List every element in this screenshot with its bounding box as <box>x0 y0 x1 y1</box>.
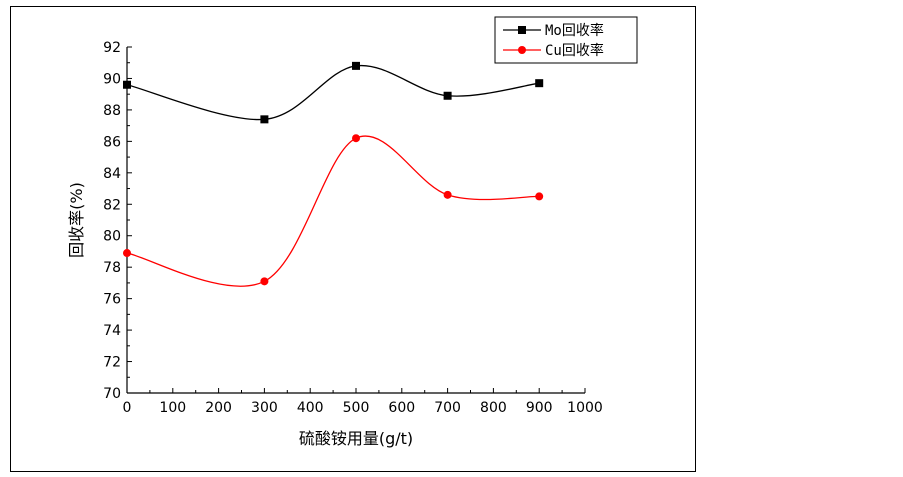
data-point <box>352 134 360 143</box>
data-point <box>535 192 544 201</box>
y-tick-label: 70 <box>103 386 121 402</box>
y-tick-label: 92 <box>103 40 121 56</box>
x-tick-label: 900 <box>526 400 553 416</box>
x-ticks: 0 100 200 300 400 500 600 700 800 900 1000 <box>123 388 603 416</box>
y-ticks: 70 72 74 76 78 80 82 84 86 88 90 92 <box>103 40 132 402</box>
x-tick-label: 800 <box>480 400 507 416</box>
x-tick-label: 400 <box>297 400 324 416</box>
legend-label: Mo回收率 <box>545 22 604 39</box>
data-point <box>535 79 544 88</box>
y-tick-label: 72 <box>103 355 121 371</box>
data-point <box>443 91 452 100</box>
legend-box <box>494 16 638 64</box>
x-tick-label: 700 <box>434 400 461 416</box>
plot-area: 0 100 200 300 400 500 600 700 800 900 1000 7072747… <box>103 40 603 416</box>
y-axis-title: 回收率(%) <box>67 182 86 258</box>
data-point <box>443 190 452 199</box>
y-tick-label: 78 <box>103 260 121 276</box>
x-tick-label: 600 <box>388 400 415 416</box>
y-tick-label: 80 <box>103 229 121 245</box>
y-tick-label: 90 <box>103 71 121 87</box>
legend-marker <box>518 46 526 54</box>
y-tick-label: 84 <box>103 166 121 182</box>
data-point <box>260 277 269 286</box>
x-tick-label: 0 <box>123 400 132 416</box>
legend-label: Cu回收率 <box>545 42 604 59</box>
legend-marker <box>518 26 526 34</box>
x-tick-label: 300 <box>251 400 278 416</box>
y-tick-label: 88 <box>103 103 121 119</box>
x-tick-label: 500 <box>343 400 370 416</box>
data-point <box>352 61 360 70</box>
series-layer <box>123 61 544 287</box>
series-line <box>126 64 540 121</box>
series-line <box>126 135 540 287</box>
figure-frame <box>10 6 696 472</box>
y-tick-label: 82 <box>103 197 121 213</box>
x-tick-label: 100 <box>159 400 186 416</box>
x-tick-label: 200 <box>205 400 232 416</box>
legend: Mo回收率 Cu回收率 <box>494 16 638 64</box>
y-tick-label: 74 <box>103 323 121 339</box>
x-tick-label: 1000 <box>567 400 603 416</box>
y-tick-label: 76 <box>103 292 121 308</box>
y-tick-label: 86 <box>103 134 121 150</box>
data-point <box>123 249 131 258</box>
data-point <box>123 80 131 89</box>
x-axis-title: 硫酸铵用量(g/t) <box>299 429 413 448</box>
data-point <box>260 115 269 124</box>
